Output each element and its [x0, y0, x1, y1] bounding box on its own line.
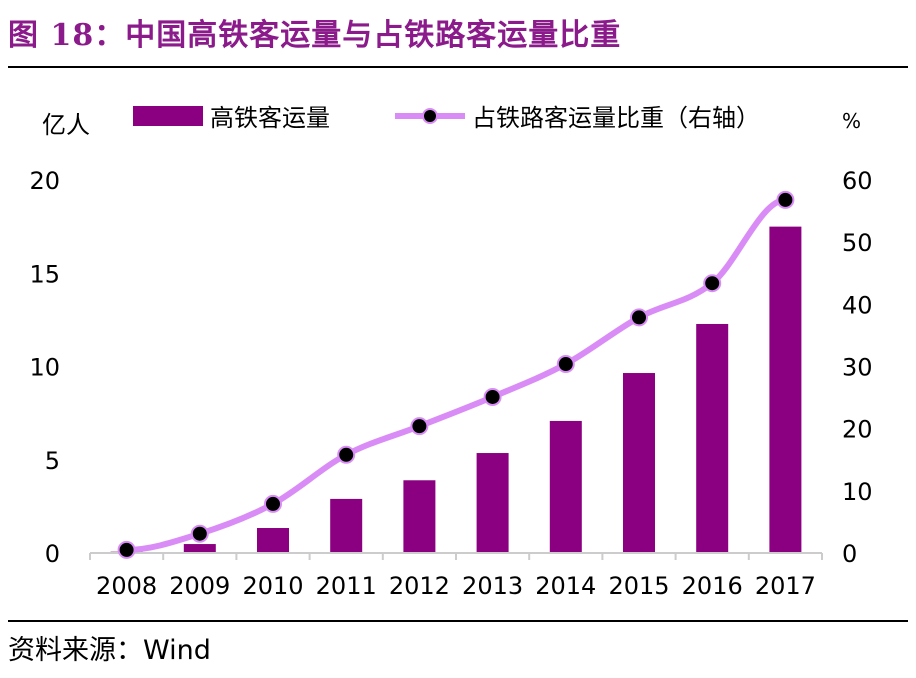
right-tick-label: 50: [842, 229, 873, 257]
x-tick-label: 2012: [389, 572, 450, 600]
bar-2013: [476, 453, 509, 553]
bar-2012: [403, 480, 436, 553]
top-rule: [8, 66, 908, 68]
line-point-2014: [556, 355, 575, 374]
source-note: 资料来源：Wind: [8, 635, 211, 666]
x-tick-label: 2009: [169, 572, 230, 600]
x-tick-label: 2015: [608, 572, 669, 600]
line-point-2016: [703, 274, 722, 293]
bar-2011: [330, 498, 363, 553]
legend-bar-swatch: [133, 106, 203, 126]
legend-line-marker: [422, 108, 438, 124]
x-tick-label: 2008: [96, 572, 157, 600]
right-tick-label: 20: [842, 416, 873, 444]
left-tick-label: 5: [45, 447, 60, 475]
left-axis-label: 亿人: [42, 111, 90, 139]
line-point-2015: [630, 308, 648, 327]
right-tick-label: 60: [842, 167, 873, 195]
bar-2016: [696, 323, 729, 553]
chart-title: 图 18：中国高铁客运量与占铁路客运量比重: [8, 18, 622, 53]
x-tick-label: 2016: [682, 572, 743, 600]
bar-2017: [769, 226, 802, 553]
line-point-2009: [190, 524, 209, 543]
left-tick-label: 10: [29, 354, 60, 382]
line-point-2011: [337, 445, 356, 464]
line-point-2017: [776, 190, 795, 209]
line-series: [126, 196, 786, 553]
right-axis-label: %: [842, 109, 861, 133]
x-tick-label: 2011: [316, 572, 377, 600]
bar-2009: [183, 544, 216, 553]
left-tick-label: 0: [45, 540, 60, 568]
legend-line-label: 占铁路客运量比重（右轴）: [472, 104, 760, 132]
line-point-2013: [483, 387, 502, 406]
right-tick-label: 0: [842, 540, 857, 568]
right-tick-label: 10: [842, 478, 873, 506]
right-tick-label: 30: [842, 354, 873, 382]
bar-2015: [623, 373, 655, 553]
x-tick-label: 2014: [535, 572, 596, 600]
bottom-rule: [8, 620, 908, 622]
x-tick-label: 2017: [755, 572, 816, 600]
line-point-2012: [410, 417, 429, 436]
legend-bar-label: 高铁客运量: [210, 104, 330, 132]
x-tick-label: 2013: [462, 572, 523, 600]
left-tick-label: 20: [29, 167, 60, 195]
right-tick-label: 40: [842, 291, 873, 319]
bar-2014: [549, 420, 582, 553]
x-tick-label: 2010: [242, 572, 303, 600]
left-tick-label: 15: [29, 260, 60, 288]
line-point-2010: [264, 494, 282, 513]
bar-2010: [257, 528, 289, 553]
line-point-2008: [117, 540, 136, 559]
